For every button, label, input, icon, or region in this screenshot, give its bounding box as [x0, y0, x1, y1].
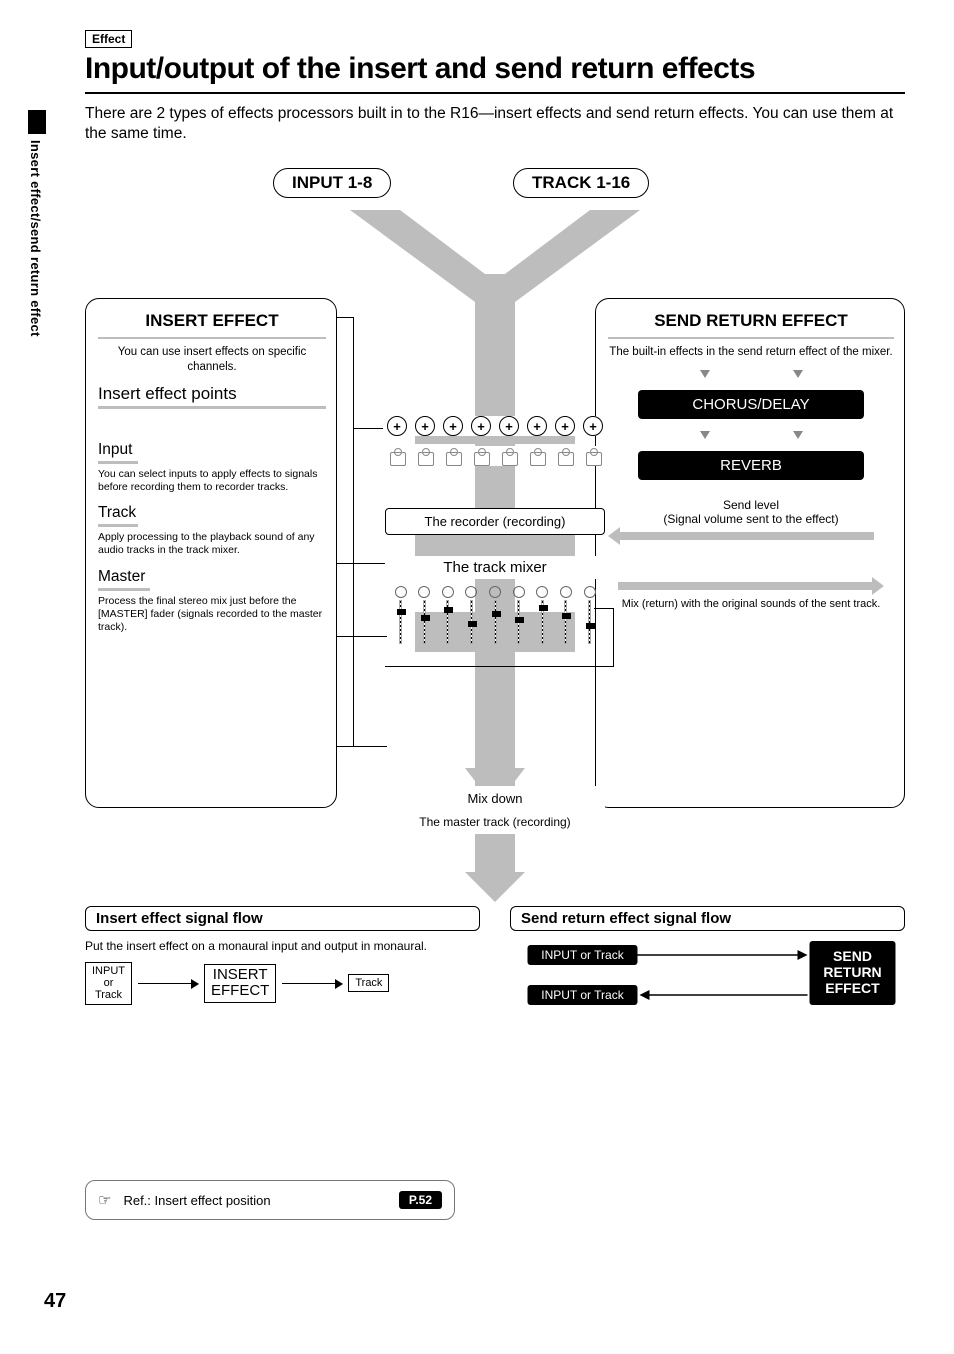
signal-flow-section: Insert effect signal flow Put the insert…: [85, 906, 905, 1030]
signal-diagram: INPUT 1-8 TRACK 1-16 INSERT EFFECT You c…: [85, 168, 905, 898]
reverb-block: REVERB: [638, 451, 864, 480]
mix-return-text: Mix (return) with the original sounds of…: [608, 598, 894, 611]
track-desc: Apply processing to the playback sound o…: [98, 531, 326, 557]
track-mixer-label: The track mixer: [385, 556, 605, 579]
fader-strip: [391, 586, 599, 644]
side-tab-marker: [28, 110, 46, 134]
gain-knob-row: [387, 416, 603, 436]
page-title: Input/output of the insert and send retu…: [85, 52, 905, 86]
track-head: Track: [98, 504, 326, 522]
category-badge: Effect: [85, 30, 132, 48]
page-number: 47: [44, 1290, 66, 1313]
insert-effect-panel: INSERT EFFECT You can use insert effects…: [85, 298, 337, 808]
svg-text:SEND: SEND: [833, 948, 872, 964]
mixdown-label: Mix down: [385, 786, 605, 811]
input-desc: You can select inputs to apply effects t…: [98, 468, 326, 494]
ref-text: Ref.: Insert effect position: [123, 1193, 386, 1208]
send-heading: SEND RETURN EFFECT: [608, 311, 894, 331]
insert-effect-box: INSERT EFFECT: [204, 964, 276, 1003]
insert-flow-desc: Put the insert effect on a monaural inpu…: [85, 939, 480, 954]
insert-flow-title: Insert effect signal flow: [85, 906, 480, 931]
track-mixer-box: The track mixer: [385, 556, 605, 579]
pointer-icon: ☞: [98, 1191, 111, 1209]
send-flow-diagram: INPUT or Track INPUT or Track SEND RETUR…: [510, 939, 905, 1025]
send-sub: The built-in effects in the send return …: [608, 345, 894, 359]
send-flow-title: Send return effect signal flow: [510, 906, 905, 931]
recorder-box: The recorder (recording): [385, 508, 605, 535]
insert-points-head: Insert effect points: [98, 384, 326, 404]
insert-flow-dest: Track: [348, 974, 389, 992]
master-head: Master: [98, 568, 326, 586]
insert-heading: INSERT EFFECT: [98, 311, 326, 331]
insert-flow-src: INPUT or Track: [85, 962, 132, 1004]
master-track-label: The master track (recording): [385, 810, 605, 834]
send-level-label: Send level: [608, 498, 894, 512]
insert-sub: You can use insert effects on specific c…: [98, 345, 326, 374]
send-return-panel: SEND RETURN EFFECT The built-in effects …: [595, 298, 905, 808]
side-tab-label: Insert effect/send return effect: [28, 140, 43, 337]
master-desc: Process the final stereo mix just before…: [98, 595, 326, 634]
send-src-2: INPUT or Track: [541, 988, 624, 1002]
intro-text: There are 2 types of effects processors …: [85, 104, 905, 144]
input-head: Input: [98, 441, 326, 459]
insert-flow-diagram: INPUT or Track INSERT EFFECT Track: [85, 962, 480, 1004]
svg-text:RETURN: RETURN: [823, 964, 881, 980]
reference-box: ☞ Ref.: Insert effect position P.52: [85, 1180, 455, 1220]
send-level-sub: (Signal volume sent to the effect): [608, 512, 894, 526]
svg-text:EFFECT: EFFECT: [825, 980, 880, 996]
chorus-delay-block: CHORUS/DELAY: [638, 390, 864, 419]
ref-page-badge: P.52: [399, 1191, 442, 1209]
title-rule: [85, 92, 905, 94]
input-jack-row: [387, 446, 603, 466]
send-src-1: INPUT or Track: [541, 948, 624, 962]
